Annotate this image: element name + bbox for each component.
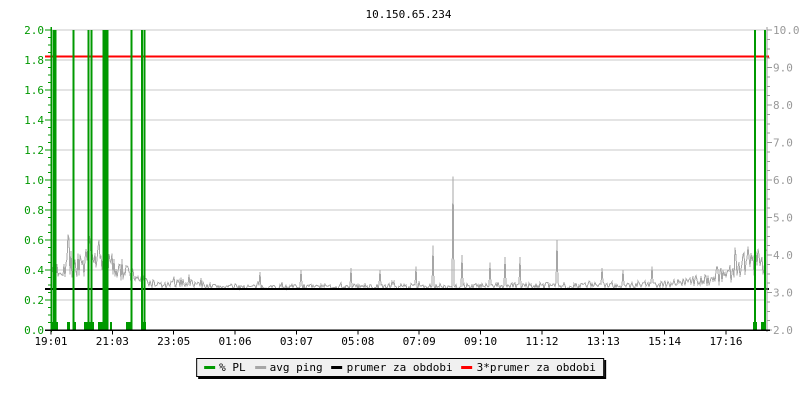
series-avg-ping <box>50 176 767 292</box>
legend-label: 3*prumer za obdobi <box>476 361 596 374</box>
legend-swatch-2 <box>331 366 343 369</box>
pl-small-bar <box>84 321 94 331</box>
legend-swatch-1 <box>254 366 266 369</box>
legend-swatch-3 <box>461 366 473 369</box>
x-tick-label: 05:08 <box>341 335 374 348</box>
pl-full-bar <box>143 30 146 330</box>
y-right-label: 7.0 <box>773 137 793 150</box>
legend-item-1: avg ping <box>254 361 323 374</box>
pl-full-bar <box>102 30 105 330</box>
pl-small-bar <box>98 321 108 331</box>
y-right-label: 3.0 <box>773 287 793 300</box>
pl-small-bar <box>761 321 766 331</box>
y-right-label: 8.0 <box>773 99 793 112</box>
x-tick-label: 09:10 <box>464 335 497 348</box>
y-left-label: 1.4 <box>24 114 44 127</box>
y-left-label: 1.6 <box>24 84 44 97</box>
y-right-label: 2.0 <box>773 324 793 337</box>
y-right-label: 10.0 <box>773 24 800 37</box>
pl-full-bar <box>754 30 756 330</box>
legend-label: % PL <box>219 361 246 374</box>
pl-small-bar <box>110 321 112 331</box>
pl-full-bar <box>54 30 57 330</box>
pl-small-bar <box>141 321 146 331</box>
y-right-label: 6.0 <box>773 174 793 187</box>
graph-title: 10.150.65.234 <box>365 8 452 21</box>
x-tick-label: 01:06 <box>219 335 252 348</box>
pl-full-bar <box>87 30 90 330</box>
y-left-label: 0.6 <box>24 234 44 247</box>
pl-full-bar <box>764 30 766 330</box>
y-left-label: 2.0 <box>24 24 44 37</box>
legend-item-2: prumer za obdobi <box>331 361 453 374</box>
pl-full-bar <box>141 30 143 330</box>
legend-swatch-0 <box>204 366 216 369</box>
y-left-label: 0.8 <box>24 204 44 217</box>
chart-plot: 2.0 1.8 1.6 1.4 1.2 1.0 0.8 0.6 0.4 0.2 0.0 10.0 9.0… <box>24 24 800 348</box>
x-tick-label: 23:05 <box>157 335 190 348</box>
y-left-label: 1.8 <box>24 54 44 67</box>
y-right-label: 9.0 <box>773 62 793 75</box>
x-tick-label: 11:12 <box>525 335 558 348</box>
pl-full-bar <box>130 30 133 330</box>
pl-full-bar <box>104 30 107 330</box>
x-tick-label: 07:09 <box>403 335 436 348</box>
pl-full-bar <box>90 30 93 330</box>
y-left-label: 0.0 <box>24 324 44 337</box>
legend: % PL avg ping prumer za obdobi 3*prumer za … <box>196 358 604 377</box>
pl-full-bar <box>52 30 55 330</box>
x-tick-label: 19:01 <box>34 335 67 348</box>
y-right-label: 5.0 <box>773 212 793 225</box>
x-tick-label: 21:03 <box>96 335 129 348</box>
pl-small-bar <box>753 321 757 331</box>
pl-small-bar <box>126 321 131 331</box>
y-right-label: 4.0 <box>773 249 793 262</box>
pl-small-bar <box>52 321 58 331</box>
x-tick-label: 13:13 <box>587 335 620 348</box>
x-tick-label: 03:07 <box>280 335 313 348</box>
pl-full-bar <box>72 30 75 330</box>
y-left-label: 0.2 <box>24 294 44 307</box>
y-left-label: 0.4 <box>24 264 44 277</box>
pl-small-bar <box>67 321 70 331</box>
pl-full-bar <box>106 30 109 330</box>
x-tick-label: 15:14 <box>648 335 681 348</box>
x-tick-label: 17:16 <box>709 335 742 348</box>
y-left-label: 1.0 <box>24 174 44 187</box>
legend-item-0: % PL <box>204 361 246 374</box>
legend-label: prumer za obdobi <box>346 361 453 374</box>
legend-label: avg ping <box>269 361 323 374</box>
legend-item-3: 3*prumer za obdobi <box>461 361 596 374</box>
y-left-label: 1.2 <box>24 144 44 157</box>
pl-small-bar <box>73 321 76 331</box>
